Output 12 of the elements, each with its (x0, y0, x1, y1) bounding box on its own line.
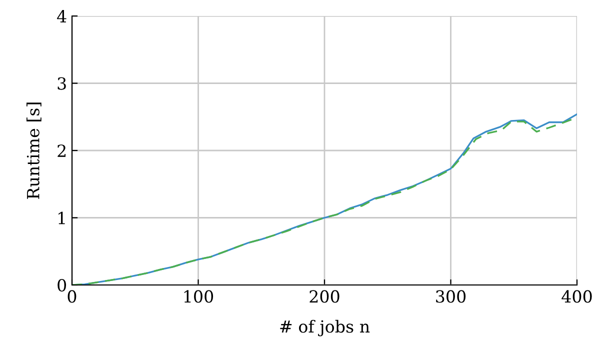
y-tick-label: 1 (58, 212, 65, 224)
y-tick-label: 2 (58, 144, 66, 157)
x-axis-title: # of jobs n (280, 320, 370, 336)
y-tick-label: 4 (57, 10, 66, 22)
y-tick-label: 0 (58, 278, 66, 292)
y-axis-title: Runtime [s] (26, 102, 42, 199)
x-tick-label: 300 (436, 290, 466, 303)
x-tick-label: 0 (68, 290, 76, 303)
y-tick-label: 3 (58, 77, 66, 90)
x-tick-label: 200 (310, 290, 340, 303)
x-tick-label: 100 (184, 290, 214, 303)
x-tick-label: 400 (562, 290, 592, 303)
